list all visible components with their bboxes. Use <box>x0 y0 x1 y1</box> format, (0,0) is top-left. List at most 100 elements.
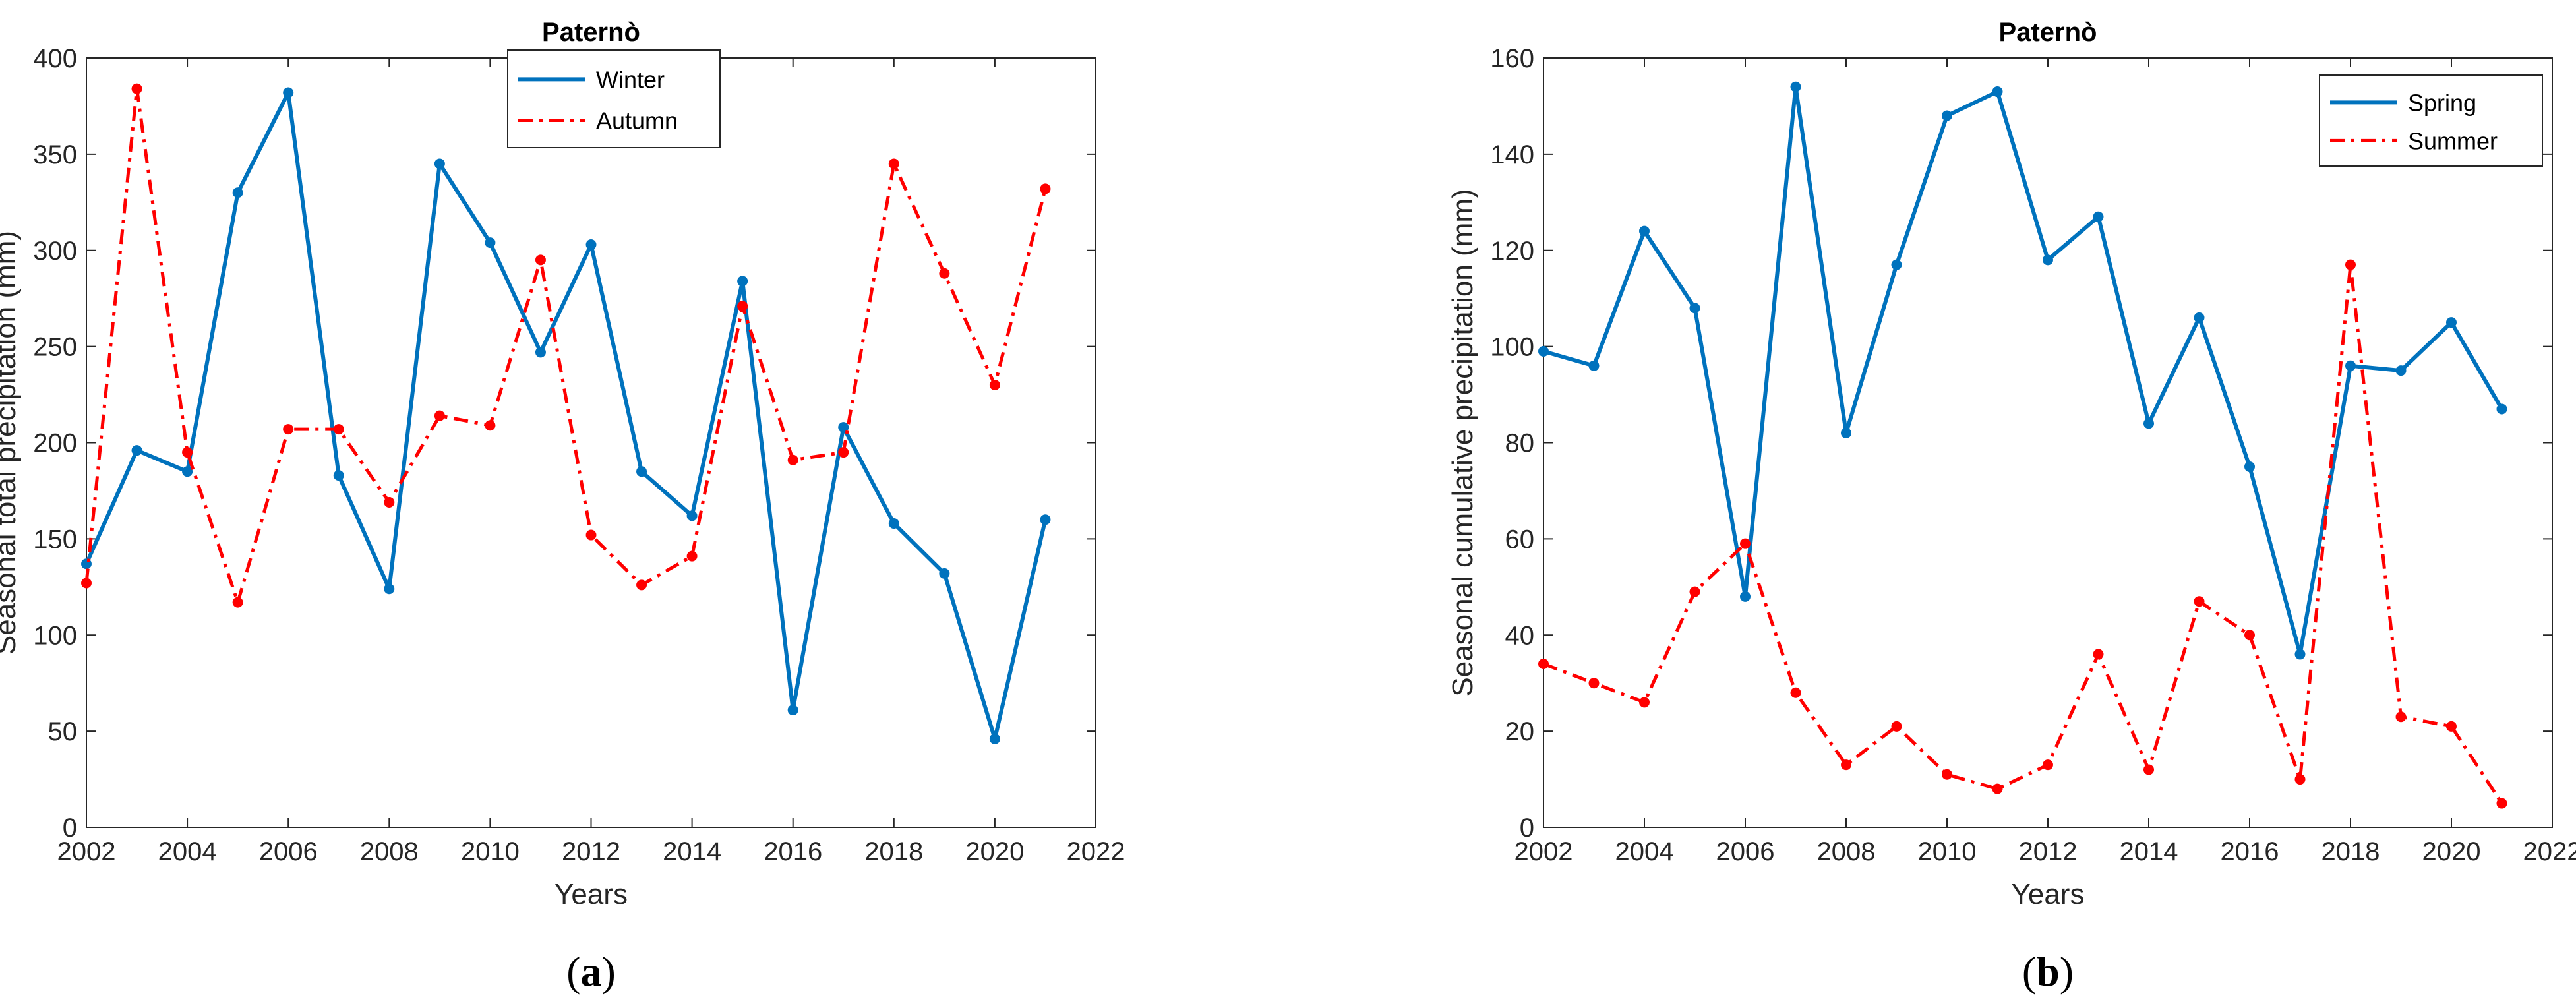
chart-a-ytick-label: 0 <box>63 814 77 843</box>
chart-a-series-winter-point <box>989 733 1000 744</box>
chart-a-legend-label-autumn: Autumn <box>596 107 678 134</box>
chart-a-series-winter-point <box>737 276 748 287</box>
chart-a-series-autumn-point <box>737 301 748 312</box>
chart-a-series-autumn-point <box>384 496 395 508</box>
chart-a-xtick-label: 2014 <box>663 837 721 866</box>
chart-a-series-autumn-point <box>182 447 193 458</box>
chart-a-series-winter-line <box>84 90 1048 741</box>
chart-a-xtick-label: 2016 <box>764 837 822 866</box>
chart-a-xtick-label: 2018 <box>864 837 923 866</box>
chart-b-svg: 2002 2004 2006 2008 2010 2012 2014 2016 2018 2020… <box>1447 18 2576 995</box>
chart-b-series-spring-point <box>2496 403 2507 415</box>
chart-b-series-summer-point <box>2395 711 2407 723</box>
chart-b-legend-box <box>2319 74 2543 167</box>
chart-panel-a: 2002 2004 2006 2008 2010 2012 2014 2016 2018 2020… <box>0 18 1125 995</box>
chart-b-series-summer-point <box>1790 687 1801 698</box>
chart-b-series-spring-point <box>2194 312 2205 323</box>
chart-a-xtick-label: 2012 <box>562 837 620 866</box>
chart-b-series-spring-point <box>1689 303 1700 314</box>
chart-a-legend-box <box>507 49 721 148</box>
chart-a-series-winter-point <box>636 466 647 477</box>
chart-b-xtick-label: 2002 <box>1514 837 1573 866</box>
chart-b-xlabel: Years <box>2012 878 2085 910</box>
chart-b-series-summer-point <box>1942 769 1952 780</box>
chart-a-series-autumn-point <box>989 379 1000 390</box>
chart-b-series-spring-line <box>1543 84 2504 657</box>
chart-a-caption-open: ( <box>566 948 580 995</box>
chart-a-series-winter-point <box>333 470 344 481</box>
chart-a-series-autumn-line <box>84 87 1047 605</box>
chart-a-xtick-label: 2022 <box>1067 837 1125 866</box>
chart-a-series-winter-point <box>838 422 849 433</box>
chart-b-series-summer-point <box>1588 678 1600 689</box>
chart-b-series-summer-point <box>2143 764 2154 775</box>
chart-a-series-winter-point <box>384 583 395 595</box>
chart-b-caption-letter: b <box>2036 948 2060 995</box>
chart-b-legend-label-summer: Summer <box>2408 127 2498 154</box>
chart-b-title: Paternò <box>1999 18 2097 47</box>
chart-a-series-autumn-point <box>535 254 546 266</box>
chart-b-plot-area <box>1543 57 2553 828</box>
chart-b-ytick-label: 80 <box>1505 429 1535 458</box>
chart-b-ylabel: Seasonal cumulative precipitation (mm) <box>1447 189 1479 696</box>
chart-a-ytick-label: 200 <box>33 429 77 458</box>
chart-a-caption: (a) <box>566 948 616 995</box>
chart-b-ytick-label: 60 <box>1505 525 1535 554</box>
chart-a-series-autumn-point <box>636 579 647 591</box>
chart-a-ytick-label: 50 <box>48 717 78 746</box>
chart-b-series-spring-point <box>1841 427 1851 438</box>
chart-b-xtick-label: 2006 <box>1716 837 1775 866</box>
chart-b-series-spring-point <box>1639 225 1650 237</box>
chart-a-series-autumn-point <box>888 158 899 169</box>
chart-b-xtick-label: 2020 <box>2422 837 2481 866</box>
chart-a-xtick-label: 2004 <box>158 837 217 866</box>
chart-a-series-autumn-point <box>1040 183 1051 194</box>
chart-a-series-winter-point <box>182 466 193 477</box>
chart-a-ytick-label: 100 <box>33 621 77 650</box>
chart-b-series-summer-point <box>2446 721 2457 732</box>
chart-b-series-summer-point <box>1891 721 1902 732</box>
chart-b-caption: (b) <box>2022 948 2074 995</box>
chart-b-ytick-label: 100 <box>1490 333 1534 362</box>
chart-a-series-autumn-point <box>787 454 798 465</box>
chart-b-ytick-label: 40 <box>1505 621 1535 650</box>
chart-b-xtick-label: 2016 <box>2221 837 2279 866</box>
chart-a-ytick-label: 250 <box>33 333 77 362</box>
chart-a-plot-area <box>86 57 1096 828</box>
chart-a-series-winter-point <box>131 445 142 456</box>
chart-a-series-autumn-point <box>939 268 950 279</box>
chart-a-legend: Winter Autumn <box>507 49 721 148</box>
chart-a-ytick-label: 150 <box>33 525 77 554</box>
chart-b-xtick-label: 2018 <box>2321 837 2380 866</box>
chart-b-series-summer-point <box>2345 259 2356 270</box>
chart-a-series-winter-point <box>787 705 798 716</box>
chart-a-series-autumn-point <box>283 424 294 435</box>
chart-a-series-winter-point <box>232 187 243 198</box>
chart-b-series-summer-point <box>1538 659 1549 670</box>
chart-b-series-spring-point <box>1790 81 1801 92</box>
chart-b-series-summer-point <box>2194 596 2205 607</box>
chart-b-series-summer-point <box>2244 630 2255 641</box>
chart-a-series-autumn-point <box>686 550 698 562</box>
chart-b-series-summer-point <box>1841 759 1851 771</box>
chart-b-caption-open: ( <box>2022 948 2036 995</box>
chart-a-series-autumn-point <box>81 578 92 589</box>
chart-a-xlabel: Years <box>554 878 628 910</box>
chart-b-xtick-label: 2012 <box>2019 837 2078 866</box>
chart-b-series-spring-point <box>2244 461 2255 472</box>
chart-b-series-summer-point <box>1639 697 1650 708</box>
chart-a-series-winter-point <box>888 518 899 529</box>
chart-b-caption-close: ) <box>2060 948 2074 995</box>
chart-a-series-winter-point <box>535 347 546 358</box>
chart-b-series-spring-point <box>1588 360 1600 371</box>
chart-a-series-autumn-point <box>333 424 344 435</box>
chart-b-ytick-label: 0 <box>1520 814 1534 843</box>
chart-b-series-summer-line <box>1543 263 2503 804</box>
chart-b-series-summer-point <box>1992 783 2003 794</box>
chart-b-xtick-label: 2014 <box>2120 837 2178 866</box>
chart-b-series-spring-point <box>2446 317 2457 328</box>
chart-a-svg: 2002 2004 2006 2008 2010 2012 2014 2016 2018 2020… <box>0 18 1125 995</box>
chart-a-caption-close: ) <box>602 948 616 995</box>
chart-b-series-spring-point <box>1740 591 1751 602</box>
chart-b-legend-label-spring: Spring <box>2408 89 2476 116</box>
